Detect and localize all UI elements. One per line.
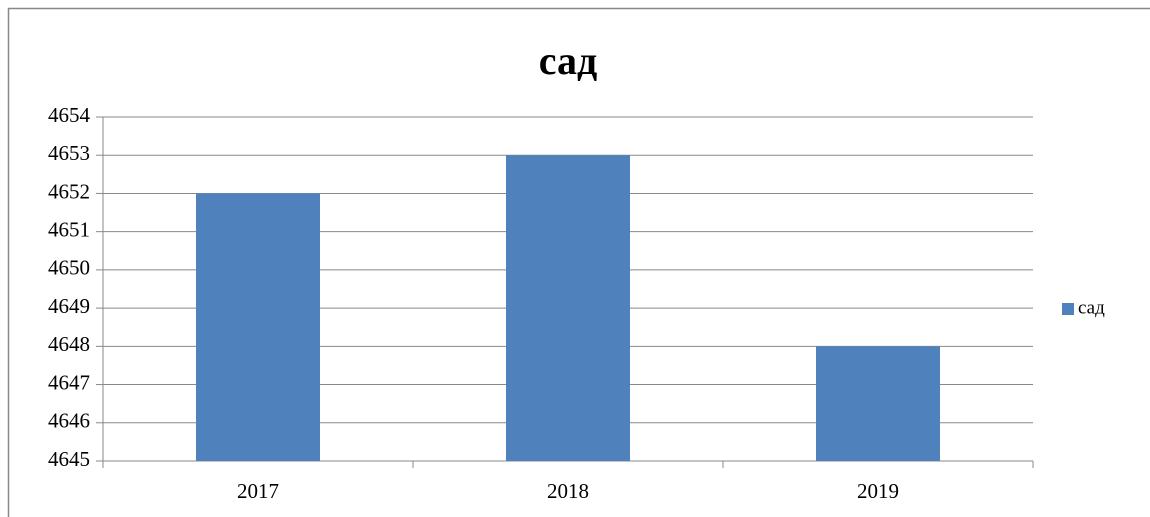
x-tick-label: 2017 bbox=[237, 479, 279, 503]
y-tick-label: 4651 bbox=[48, 217, 90, 241]
chart-title: сад bbox=[539, 38, 597, 83]
legend-label: сад bbox=[1078, 297, 1105, 318]
y-tick-label: 4647 bbox=[48, 370, 90, 394]
bar bbox=[196, 193, 320, 461]
y-tick-label: 4649 bbox=[48, 294, 90, 318]
y-tick-label: 4650 bbox=[48, 256, 90, 280]
y-tick-label: 4645 bbox=[48, 447, 90, 471]
legend-swatch bbox=[1062, 303, 1074, 315]
y-tick-label: 4652 bbox=[48, 179, 90, 203]
y-tick-label: 4653 bbox=[48, 141, 90, 165]
bar bbox=[816, 346, 940, 461]
bar bbox=[506, 155, 630, 461]
x-tick-label: 2019 bbox=[857, 479, 899, 503]
x-tick-label: 2018 bbox=[547, 479, 589, 503]
y-tick-label: 4646 bbox=[48, 409, 90, 433]
y-tick-label: 4648 bbox=[48, 332, 90, 356]
y-tick-label: 4654 bbox=[48, 103, 91, 127]
